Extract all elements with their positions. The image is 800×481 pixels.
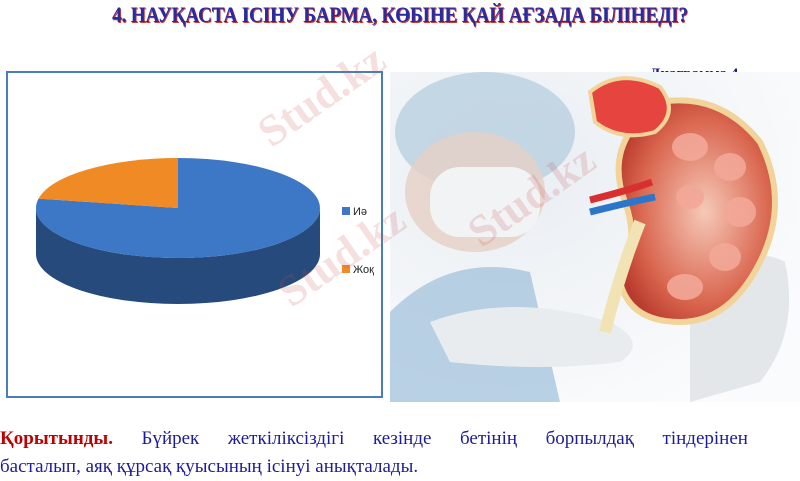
- legend-swatch: [342, 265, 350, 273]
- conclusion-word: жеткіліксіздігі: [227, 428, 345, 449]
- legend-label: Иә: [353, 206, 367, 218]
- conclusion-lead: Қорытынды.: [0, 428, 113, 449]
- conclusion-word: бетінің: [459, 428, 518, 449]
- diagram-label: Диаграмма 4: [650, 66, 739, 76]
- pie-slice-side-0: [36, 208, 320, 304]
- pie-slice-Иә: [36, 158, 321, 258]
- conclusion-line2: басталып, аяқ құрсақ қуысының ісінуі аны…: [0, 456, 419, 477]
- legend-swatch: [342, 207, 350, 215]
- pie-chart: Иә Жоқ: [6, 71, 383, 398]
- pie-chart-svg: Иә Жоқ: [36, 158, 374, 304]
- conclusion-word: тіндерінен: [662, 428, 748, 449]
- pie-slice-Жоқ: [38, 158, 178, 208]
- conclusion-word: кезінде: [372, 428, 432, 449]
- kidney-illustration: [390, 72, 800, 402]
- doctor-kidney-image: [390, 72, 800, 402]
- conclusion-text: Қорытынды. Бүйрек жеткіліксіздігі кезінде б…: [0, 425, 790, 481]
- legend-label: Жоқ: [353, 264, 374, 276]
- slide-title: 4. НАУҚАСТА ІСІНУ БАРМА, КӨБІНЕ ҚАЙ АҒЗА…: [112, 2, 688, 27]
- conclusion-word: борпылдақ: [545, 428, 634, 449]
- conclusion-word: Бүйрек: [141, 428, 200, 449]
